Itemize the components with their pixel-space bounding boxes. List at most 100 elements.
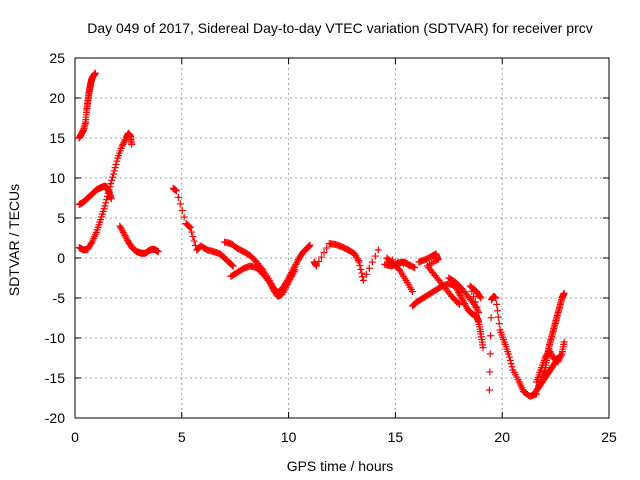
- series-arc-l: [445, 274, 485, 316]
- data-point: [190, 237, 198, 245]
- data-point: [477, 294, 485, 302]
- series-arc-i: [381, 254, 419, 296]
- data-point: [294, 257, 302, 265]
- data-point: [457, 293, 465, 301]
- data-point: [117, 224, 125, 232]
- data-point: [492, 294, 500, 302]
- data-point: [470, 293, 478, 301]
- data-point: [154, 248, 162, 256]
- data-point: [471, 298, 479, 306]
- data-point: [409, 263, 417, 271]
- data-point: [120, 230, 128, 238]
- series-arc-a: [75, 69, 99, 142]
- data-point: [107, 180, 115, 188]
- data-point: [116, 222, 124, 230]
- x-tick-label: 20: [494, 429, 510, 445]
- series-arc-e: [169, 184, 237, 270]
- data-point: [351, 250, 359, 258]
- data-point: [128, 140, 136, 148]
- y-tick-label: 20: [49, 90, 65, 106]
- data-point: [121, 137, 129, 145]
- data-point: [474, 307, 482, 315]
- data-point: [284, 279, 292, 287]
- x-tick-label: 5: [178, 429, 186, 445]
- data-point: [101, 202, 109, 210]
- data-point: [227, 260, 235, 268]
- data-point: [188, 228, 196, 236]
- data-point: [91, 69, 99, 77]
- data-point: [118, 227, 126, 235]
- series-arc-m: [485, 292, 540, 400]
- x-axis-label: GPS time / hours: [287, 458, 394, 474]
- data-point: [371, 252, 379, 260]
- data-point: [459, 296, 467, 304]
- data-points: [75, 69, 568, 400]
- data-point: [486, 350, 494, 358]
- data-point: [178, 206, 186, 214]
- data-point: [546, 348, 554, 356]
- data-point: [362, 270, 370, 278]
- y-tick-label: 15: [49, 130, 65, 146]
- data-point: [108, 176, 116, 184]
- data-point: [505, 353, 513, 361]
- data-point: [374, 246, 382, 254]
- data-point: [365, 264, 373, 272]
- data-point: [461, 301, 469, 309]
- series-arc-g: [227, 262, 299, 300]
- data-point: [356, 262, 364, 270]
- data-point: [455, 288, 463, 296]
- data-point: [408, 288, 416, 296]
- data-point: [485, 386, 493, 394]
- y-tick-label: 10: [49, 170, 65, 186]
- data-point: [473, 303, 481, 311]
- data-point: [119, 228, 127, 236]
- data-point: [288, 271, 296, 279]
- data-point: [312, 262, 320, 270]
- data-point: [103, 192, 111, 200]
- data-point: [113, 157, 121, 165]
- data-point: [287, 274, 295, 282]
- data-point: [266, 280, 274, 288]
- data-point: [394, 258, 402, 266]
- data-point: [185, 223, 193, 231]
- data-point: [106, 183, 114, 191]
- data-point: [487, 314, 495, 322]
- data-point: [556, 352, 564, 360]
- data-point: [495, 320, 503, 328]
- data-point: [357, 265, 365, 273]
- data-point: [265, 278, 273, 286]
- data-point: [120, 139, 128, 147]
- data-point: [460, 298, 468, 306]
- data-point: [494, 307, 502, 315]
- data-point: [289, 269, 297, 277]
- x-tick-label: 0: [71, 429, 79, 445]
- data-point: [280, 287, 288, 295]
- x-tick-label: 25: [601, 429, 617, 445]
- data-point: [103, 196, 111, 204]
- data-point: [288, 272, 296, 280]
- data-point: [359, 276, 367, 284]
- data-point: [455, 300, 463, 308]
- data-point: [292, 260, 300, 268]
- data-point: [458, 295, 466, 303]
- data-point: [547, 349, 555, 357]
- data-point: [286, 276, 294, 284]
- data-point: [352, 252, 360, 260]
- data-point: [189, 233, 197, 241]
- axis-ticks: 0 5 10 15 20 25 -20 -15 -10 -5 0 5 10 15 20 25: [45, 50, 617, 445]
- data-point: [180, 213, 188, 221]
- series-arc-d: [116, 222, 162, 257]
- data-point: [462, 303, 470, 311]
- y-tick-label: 0: [57, 250, 65, 266]
- data-point: [368, 258, 376, 266]
- data-point: [555, 353, 563, 361]
- data-point: [87, 239, 95, 247]
- data-point: [545, 346, 553, 354]
- series-arc-f: [221, 238, 314, 296]
- data-point: [176, 200, 184, 208]
- y-axis-label: SDTVAR / TECUs: [6, 184, 22, 296]
- data-point: [282, 282, 290, 290]
- data-point: [487, 332, 495, 340]
- data-point: [486, 368, 494, 376]
